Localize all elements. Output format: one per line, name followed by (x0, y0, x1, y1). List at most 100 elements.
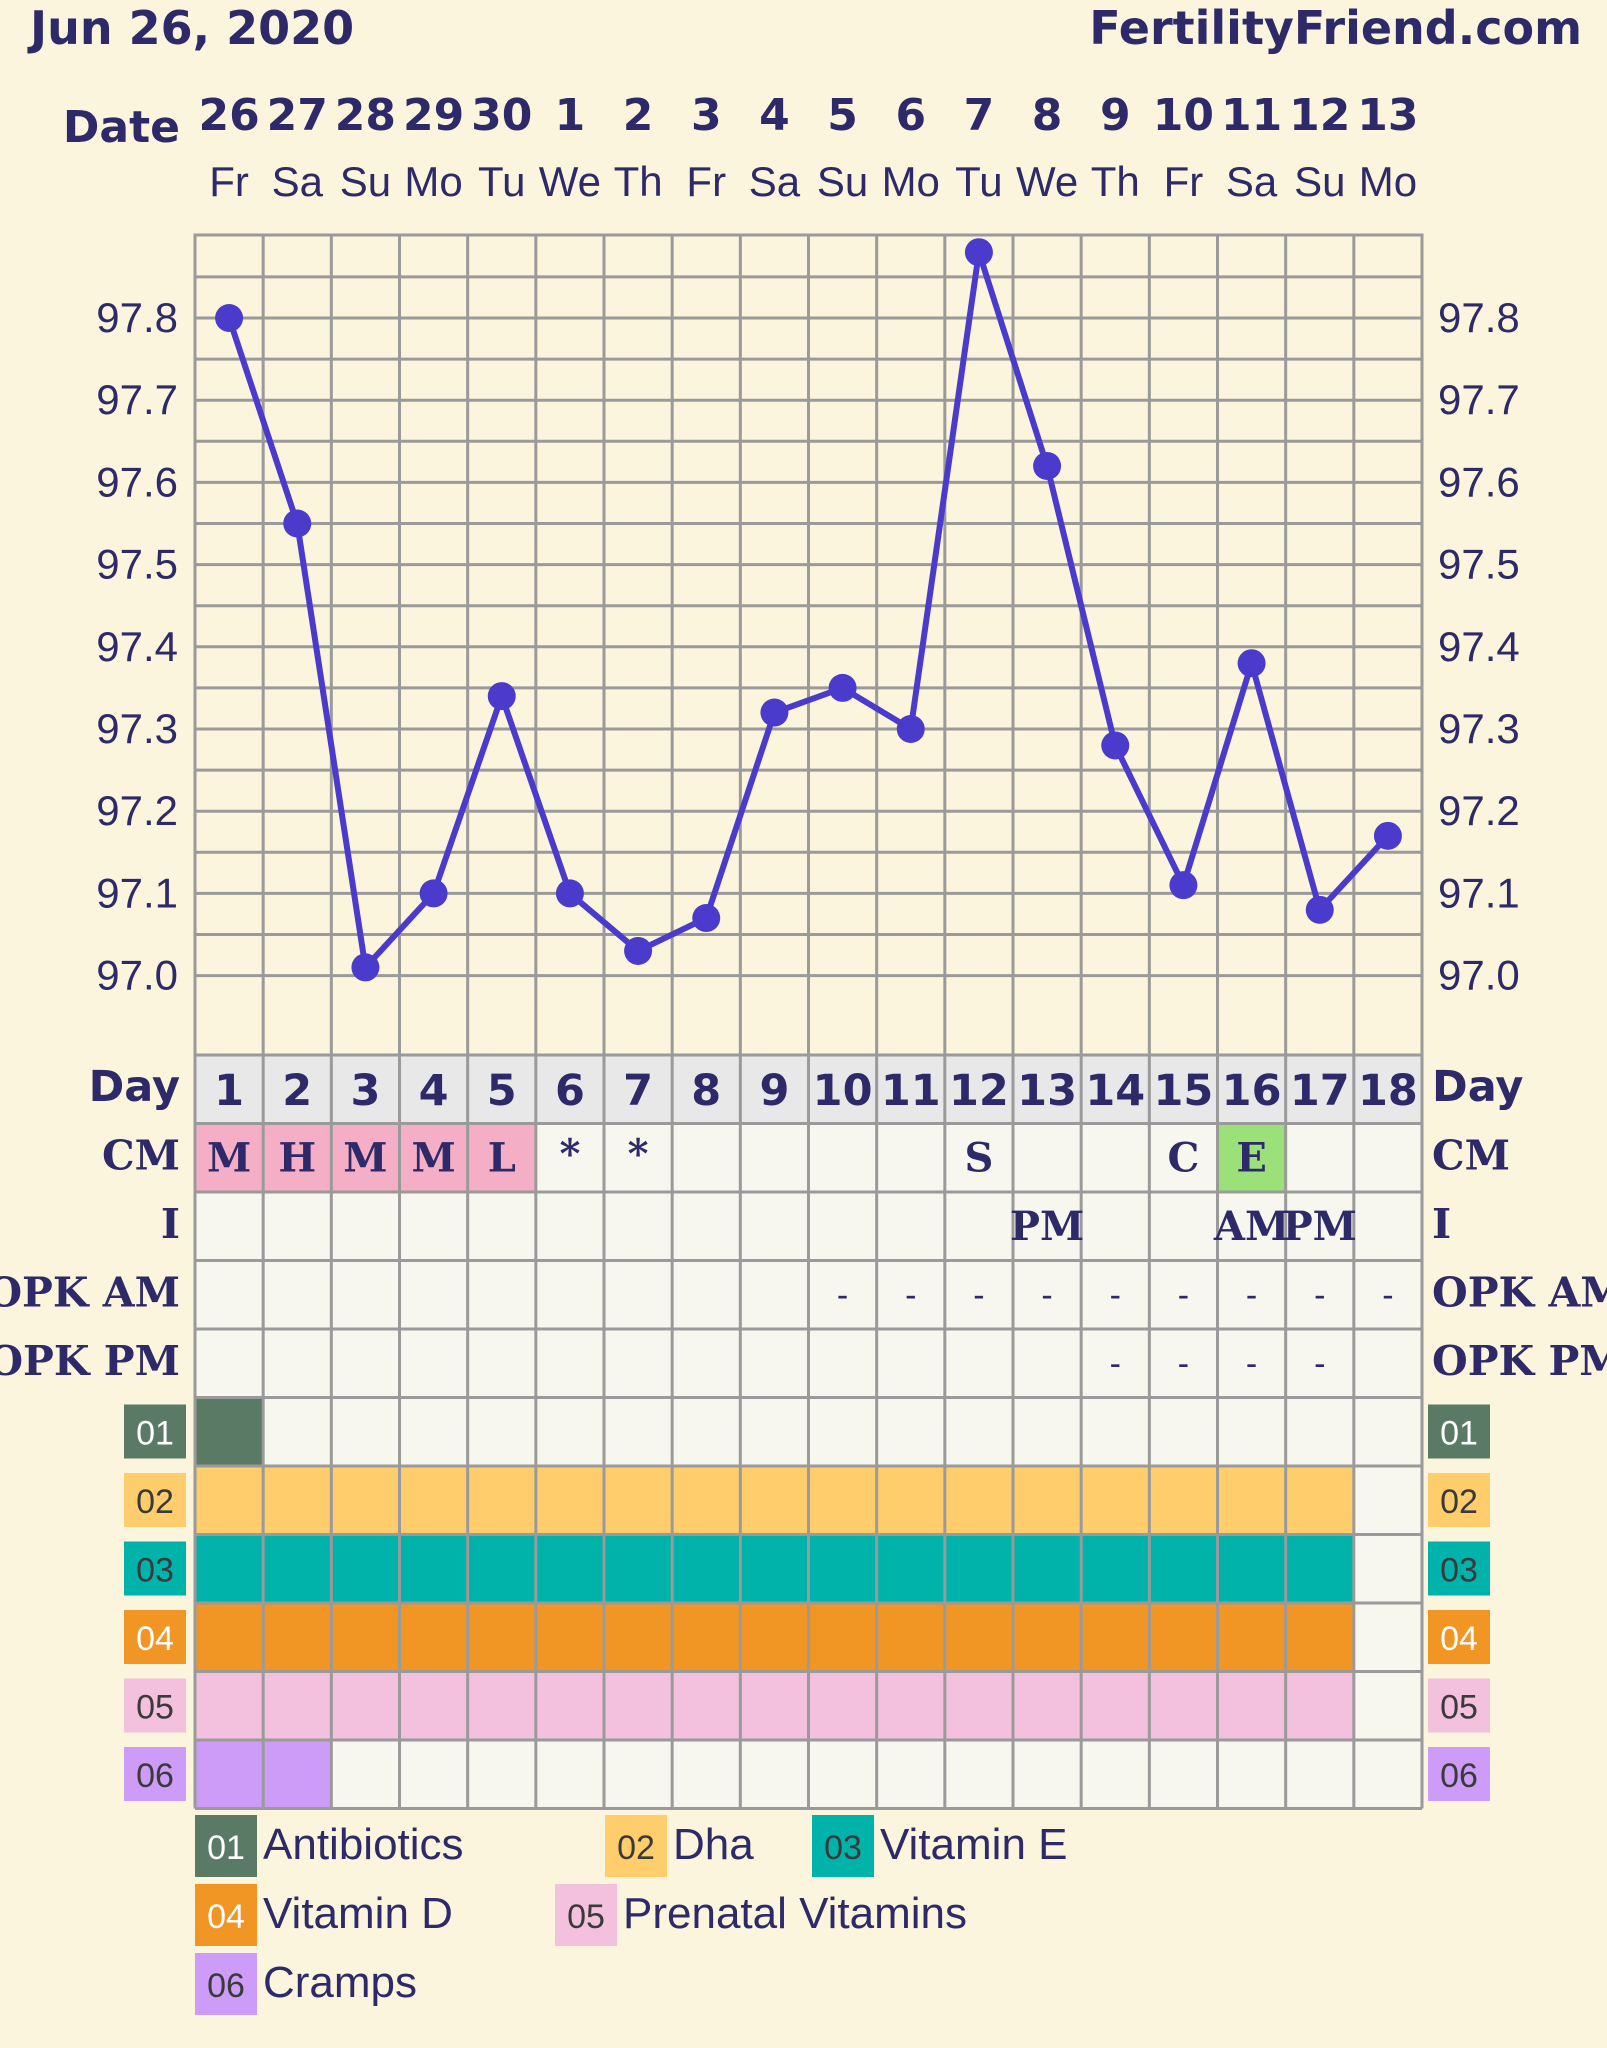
row-label-opk_pm: OPK PM (0, 1337, 180, 1385)
opk-am-value: - (905, 1277, 916, 1315)
cycle-day-number: 3 (350, 1066, 380, 1116)
grid-cell (1353, 1055, 1422, 1124)
cycle-day-number: 17 (1290, 1066, 1350, 1116)
cycle-day-number: 7 (623, 1066, 653, 1116)
y-tick-label-left: 97.6 (96, 458, 178, 505)
custom-code-badge-left (124, 1473, 186, 1527)
custom-marker-cell (535, 1466, 604, 1535)
grid-cell (195, 1329, 264, 1398)
custom-marker-cell (1013, 1603, 1082, 1672)
custom-marker-cell (263, 1671, 332, 1740)
date-tick-label: 7 (964, 90, 995, 141)
custom-marker-cell (876, 1603, 945, 1672)
temperature-point (828, 673, 857, 702)
cycle-day-number: 5 (487, 1066, 517, 1116)
temperature-point (1305, 895, 1334, 924)
custom-marker-cell (1081, 1466, 1150, 1535)
cycle-day-number: 12 (949, 1066, 1009, 1116)
grid-cell (1217, 1397, 1286, 1466)
legend-label: Prenatal Vitamins (623, 1889, 967, 1938)
y-tick-label-left: 97.1 (96, 869, 178, 916)
grid-cell (399, 1055, 468, 1124)
custom-marker-cell (1081, 1603, 1150, 1672)
date-tick-label: 2 (623, 90, 654, 141)
grid-cell (740, 1260, 809, 1329)
temperature-point (1101, 731, 1130, 760)
custom-marker-cell (1285, 1534, 1354, 1603)
grid-cell (467, 1260, 536, 1329)
custom-code-label: 05 (1440, 1689, 1478, 1727)
custom-marker-cell (808, 1466, 877, 1535)
grid-cell (672, 1123, 741, 1192)
custom-marker-cell (604, 1534, 673, 1603)
custom-code-badge-left (124, 1747, 186, 1801)
row-label-right-opk_am: OPK AM (1432, 1269, 1607, 1317)
date-tick-label: 28 (335, 90, 396, 141)
custom-marker-cell (399, 1534, 468, 1603)
cycle-day-number: 18 (1358, 1066, 1418, 1116)
weekday-label: Sa (1226, 158, 1278, 205)
row-label-i: I (161, 1200, 180, 1248)
grid-cell (467, 1397, 536, 1466)
cm-cell (195, 1123, 264, 1192)
grid-cell (1353, 1603, 1422, 1672)
custom-code-badge-left (124, 1541, 186, 1596)
grid-cell (808, 1192, 877, 1261)
grid-cell (1013, 1397, 1082, 1466)
cm-cell (263, 1123, 332, 1192)
date-row-label: Date (63, 102, 180, 153)
grid-cell (740, 1329, 809, 1398)
grid-cell (1217, 1192, 1286, 1261)
cm-value: * (628, 1131, 649, 1178)
y-tick-label-right: 97.5 (1438, 541, 1520, 588)
cm-cell (331, 1123, 400, 1192)
cm-value: C (1167, 1135, 1199, 1182)
opk-am-value: - (1041, 1277, 1052, 1315)
grid-cell (876, 1740, 945, 1809)
cycle-day-number: 11 (881, 1066, 941, 1116)
date-tick-label: 9 (1100, 90, 1131, 141)
grid-cell (876, 1260, 945, 1329)
grid-cell (263, 1055, 332, 1124)
custom-marker-cell (1217, 1671, 1286, 1740)
legend-swatch (195, 1815, 257, 1877)
opk-pm-value: - (1246, 1345, 1257, 1383)
grid-cell (1353, 1260, 1422, 1329)
grid-cell (1149, 1192, 1218, 1261)
cycle-day-number: 15 (1153, 1066, 1213, 1116)
grid-cell (740, 1192, 809, 1261)
grid-cell (1285, 1260, 1354, 1329)
grid-cell (1217, 1329, 1286, 1398)
custom-marker-cell (331, 1603, 400, 1672)
weekday-label: Sa (749, 158, 801, 205)
grid-cell (467, 1329, 536, 1398)
grid-cell (604, 1055, 673, 1124)
y-tick-label-left: 97.5 (96, 541, 178, 588)
legend-code: 06 (207, 1967, 245, 2005)
grid-cell (1353, 1123, 1422, 1192)
weekday-label: Tu (478, 158, 525, 205)
grid-cell (672, 1260, 741, 1329)
weekday-label: Th (614, 158, 663, 205)
grid-cell (604, 1740, 673, 1809)
grid-cell (1285, 1192, 1354, 1261)
custom-marker-cell (740, 1466, 809, 1535)
cycle-day-number: 14 (1085, 1066, 1145, 1116)
custom-marker-cell (808, 1671, 877, 1740)
grid-cell (399, 1397, 468, 1466)
custom-marker-cell (944, 1603, 1013, 1672)
opk-pm-value: - (1178, 1345, 1189, 1383)
custom-code-label: 05 (136, 1689, 174, 1727)
custom-marker-cell (331, 1671, 400, 1740)
grid-cell (1013, 1123, 1082, 1192)
grid-cell (740, 1123, 809, 1192)
cycle-day-number: 16 (1222, 1066, 1282, 1116)
custom-code-badge-right (1428, 1541, 1490, 1596)
custom-marker-cell (1149, 1603, 1218, 1672)
grid-cell (876, 1397, 945, 1466)
cm-value: M (343, 1135, 387, 1182)
chart-date-title: Jun 26, 2020 (27, 1, 354, 55)
grid-cell (1217, 1740, 1286, 1809)
grid-cell (808, 1260, 877, 1329)
opk-am-value: - (1110, 1277, 1121, 1315)
